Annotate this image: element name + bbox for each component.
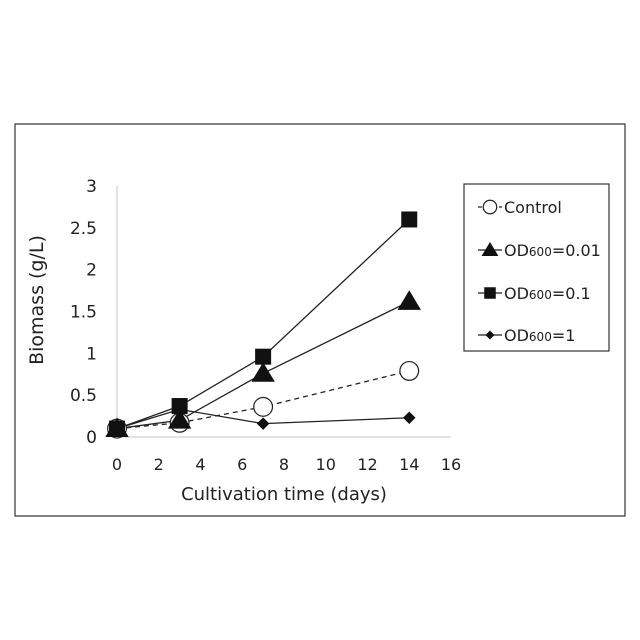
legend-label: OD600=0.01 (504, 241, 601, 260)
x-tick-label: 12 (357, 455, 377, 474)
x-axis-label: Cultivation time (days) (181, 484, 387, 505)
y-tick-label: 1 (86, 344, 97, 364)
legend-marker (484, 287, 496, 299)
data-point (401, 211, 417, 227)
legend-label: Control (504, 198, 562, 217)
y-axis-label: Biomass (g/L) (26, 235, 48, 365)
x-tick-label: 16 (441, 455, 461, 474)
x-tick-label: 4 (195, 455, 205, 474)
y-tick-label: 0 (86, 428, 97, 448)
y-tick-label: 3 (86, 177, 97, 197)
data-point (400, 362, 419, 381)
legend-marker (483, 200, 496, 213)
x-tick-label: 2 (154, 455, 164, 474)
x-tick-label: 8 (279, 455, 289, 474)
data-point (255, 349, 271, 365)
x-tick-label: 0 (112, 455, 122, 474)
y-tick-label: 2 (86, 261, 97, 281)
y-tick-label: 0.5 (70, 386, 97, 406)
y-tick-label: 2.5 (70, 219, 97, 239)
x-tick-label: 6 (237, 455, 247, 474)
data-point (254, 398, 273, 417)
y-tick-label: 1.5 (70, 303, 97, 323)
x-tick-label: 10 (316, 455, 336, 474)
x-tick-label: 14 (399, 455, 419, 474)
